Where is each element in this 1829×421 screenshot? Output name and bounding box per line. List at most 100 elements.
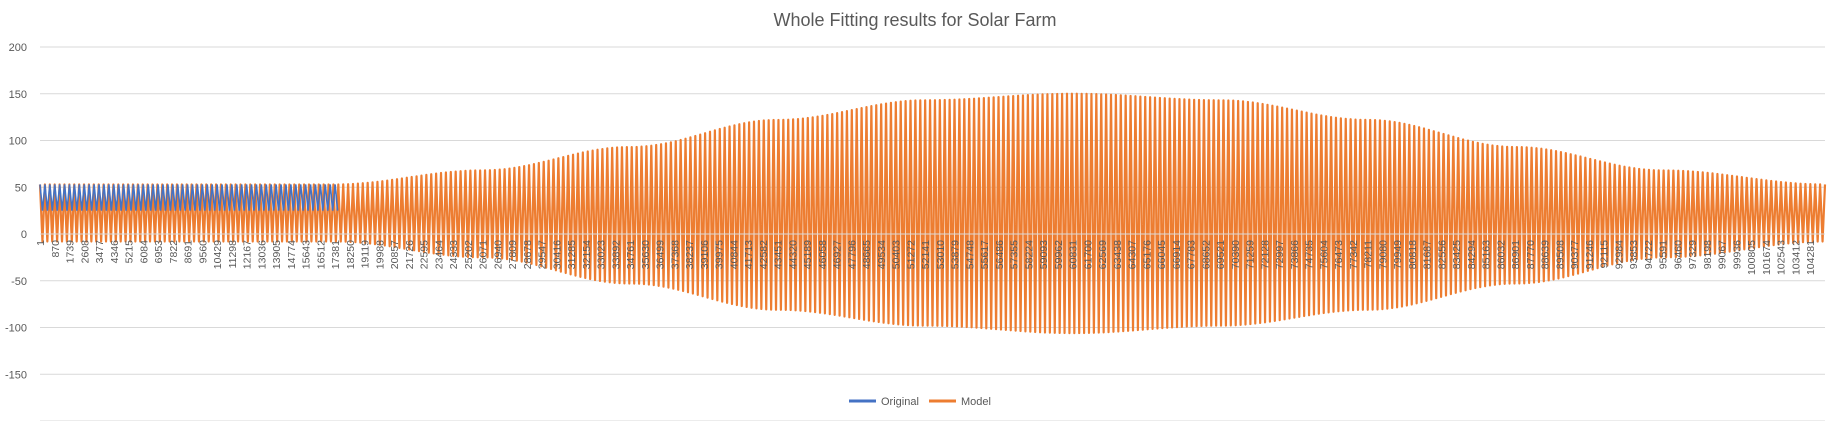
x-tick-label: 25202 bbox=[463, 240, 475, 269]
x-tick-label: 24333 bbox=[448, 240, 460, 269]
x-tick-label: 66914 bbox=[1171, 240, 1183, 269]
x-tick-label: 26071 bbox=[478, 240, 490, 269]
y-tick-label: 100 bbox=[9, 136, 27, 148]
x-tick-label: 30416 bbox=[551, 240, 563, 269]
x-tick-label: 35630 bbox=[640, 240, 652, 269]
x-tick-label: 92984 bbox=[1613, 240, 1625, 269]
x-tick-label: 65176 bbox=[1141, 240, 1153, 269]
chart-title: Whole Fitting results for Solar Farm bbox=[773, 10, 1056, 30]
x-tick-label: 53879 bbox=[950, 240, 962, 269]
x-tick-label: 27809 bbox=[507, 240, 519, 269]
x-tick-label: 15643 bbox=[301, 240, 313, 269]
x-tick-label: 103412 bbox=[1790, 240, 1802, 275]
series-original-line bbox=[39, 184, 339, 211]
x-tick-label: 85163 bbox=[1481, 240, 1493, 269]
x-tick-label: 9560 bbox=[197, 240, 209, 264]
x-tick-label: 102543 bbox=[1776, 240, 1788, 275]
x-tick-label: 42582 bbox=[758, 240, 770, 269]
x-tick-label: 104281 bbox=[1805, 240, 1817, 275]
x-tick-label: 98198 bbox=[1702, 240, 1714, 269]
x-tick-label: 64307 bbox=[1127, 240, 1139, 269]
x-tick-label: 45189 bbox=[802, 240, 814, 269]
x-tick-label: 97329 bbox=[1687, 240, 1699, 269]
x-axis-ticks: 1 870 1739 2608 3477 4346 5215 6084 6953 7822 8691… bbox=[35, 240, 1817, 275]
x-tick-label: 99936 bbox=[1731, 240, 1743, 269]
x-tick-label: 16512 bbox=[315, 240, 327, 269]
x-tick-label: 67783 bbox=[1186, 240, 1198, 269]
legend: Original Model bbox=[849, 396, 991, 408]
x-tick-label: 54748 bbox=[964, 240, 976, 269]
x-tick-label: 1 bbox=[35, 240, 47, 246]
x-tick-label: 95591 bbox=[1658, 240, 1670, 269]
x-tick-label: 53010 bbox=[935, 240, 947, 269]
x-tick-label: 70390 bbox=[1230, 240, 1242, 269]
x-tick-label: 18250 bbox=[345, 240, 357, 269]
x-tick-label: 29547 bbox=[537, 240, 549, 269]
x-tick-label: 14774 bbox=[286, 240, 298, 269]
x-tick-label: 13036 bbox=[256, 240, 268, 269]
x-tick-label: 21726 bbox=[404, 240, 416, 269]
x-tick-label: 46058 bbox=[817, 240, 829, 269]
x-tick-label: 79949 bbox=[1392, 240, 1404, 269]
x-tick-label: 86032 bbox=[1495, 240, 1507, 269]
legend-original-label: Original bbox=[881, 396, 919, 408]
x-tick-label: 69521 bbox=[1215, 240, 1227, 269]
x-tick-label: 50403 bbox=[891, 240, 903, 269]
x-tick-label: 86901 bbox=[1510, 240, 1522, 269]
x-tick-label: 28678 bbox=[522, 240, 534, 269]
x-tick-label: 93853 bbox=[1628, 240, 1640, 269]
x-tick-label: 51272 bbox=[905, 240, 917, 269]
x-tick-label: 39106 bbox=[699, 240, 711, 269]
x-tick-label: 59962 bbox=[1053, 240, 1065, 269]
y-tick-label: -100 bbox=[5, 323, 27, 335]
x-tick-label: 87770 bbox=[1525, 240, 1537, 269]
x-tick-label: 57355 bbox=[1009, 240, 1021, 269]
x-tick-label: 870 bbox=[50, 240, 62, 258]
x-tick-label: 60831 bbox=[1068, 240, 1080, 269]
x-tick-label: 94722 bbox=[1643, 240, 1655, 269]
x-tick-label: 32154 bbox=[581, 240, 593, 269]
x-tick-label: 49534 bbox=[876, 240, 888, 269]
x-tick-label: 38237 bbox=[684, 240, 696, 269]
x-tick-label: 19988 bbox=[374, 240, 386, 269]
y-axis-ticks: 200 150 100 50 0 -50 -100 -150 bbox=[5, 42, 27, 381]
x-tick-label: 48665 bbox=[861, 240, 873, 269]
x-tick-label: 2608 bbox=[79, 240, 91, 264]
x-tick-label: 99067 bbox=[1717, 240, 1729, 269]
x-tick-label: 55617 bbox=[979, 240, 991, 269]
x-tick-label: 8691 bbox=[183, 240, 195, 264]
y-tick-label: 0 bbox=[21, 229, 27, 241]
x-tick-label: 7822 bbox=[168, 240, 180, 264]
x-tick-label: 6084 bbox=[138, 240, 150, 264]
x-tick-label: 34761 bbox=[625, 240, 637, 269]
x-tick-label: 46927 bbox=[832, 240, 844, 269]
x-tick-label: 41713 bbox=[743, 240, 755, 269]
x-tick-label: 40844 bbox=[728, 240, 740, 269]
y-tick-label: -50 bbox=[11, 276, 27, 288]
x-tick-label: 37368 bbox=[669, 240, 681, 269]
x-tick-label: 52141 bbox=[920, 240, 932, 269]
x-tick-label: 72997 bbox=[1274, 240, 1286, 269]
x-tick-label: 33023 bbox=[596, 240, 608, 269]
x-tick-label: 17381 bbox=[330, 240, 342, 269]
x-tick-label: 83425 bbox=[1451, 240, 1463, 269]
x-tick-label: 5215 bbox=[124, 240, 136, 264]
x-tick-label: 36499 bbox=[655, 240, 667, 269]
x-tick-label: 1739 bbox=[65, 240, 77, 264]
x-tick-label: 31285 bbox=[566, 240, 578, 269]
y-tick-label: 200 bbox=[9, 42, 27, 54]
x-tick-label: 39975 bbox=[714, 240, 726, 269]
x-tick-label: 71259 bbox=[1245, 240, 1257, 269]
x-tick-label: 13905 bbox=[271, 240, 283, 269]
x-tick-label: 58224 bbox=[1023, 240, 1035, 269]
series-original bbox=[39, 184, 339, 211]
legend-model-label: Model bbox=[961, 396, 991, 408]
x-tick-label: 80818 bbox=[1407, 240, 1419, 269]
x-tick-label: 68652 bbox=[1200, 240, 1212, 269]
x-tick-label: 22595 bbox=[419, 240, 431, 269]
x-tick-label: 59093 bbox=[1038, 240, 1050, 269]
x-tick-label: 63438 bbox=[1112, 240, 1124, 269]
x-tick-label: 82556 bbox=[1436, 240, 1448, 269]
x-tick-label: 47796 bbox=[846, 240, 858, 269]
